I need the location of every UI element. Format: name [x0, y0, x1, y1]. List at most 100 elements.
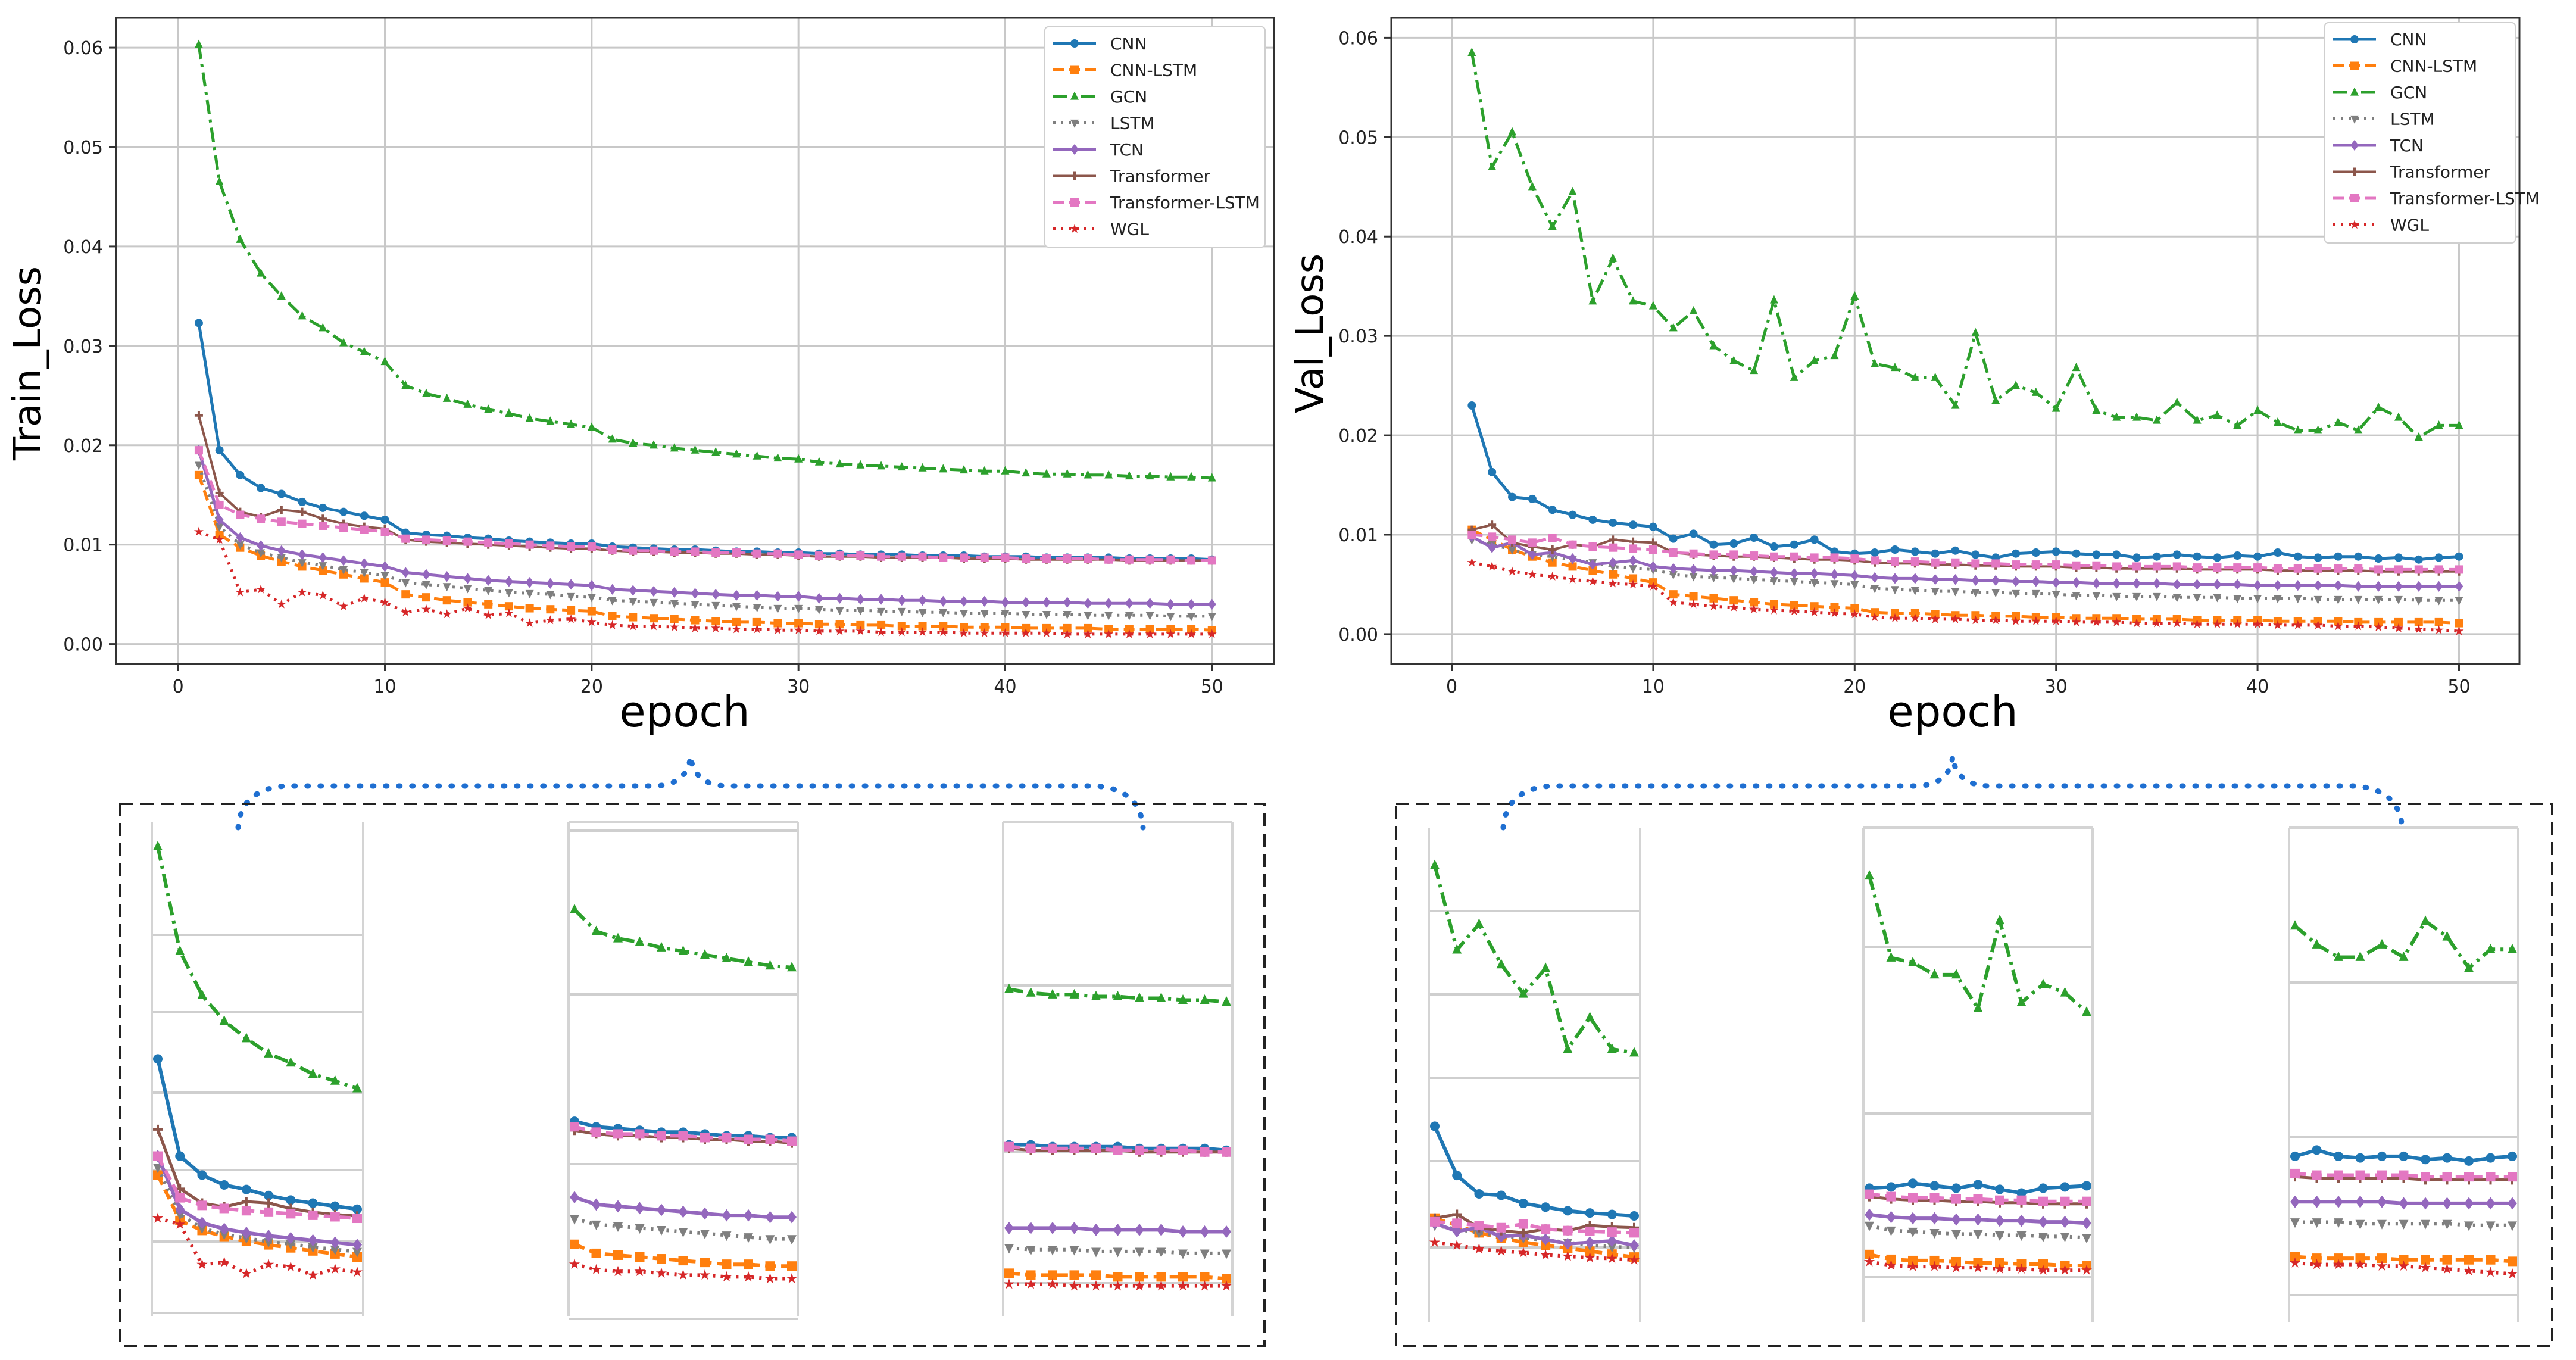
val-point-wgl — [1991, 615, 2001, 625]
train-point-gcn — [1084, 470, 1092, 479]
val-series-gcn — [1467, 48, 2463, 441]
zoom-line-tcn — [1434, 1221, 1635, 1247]
zoom-point-lstm — [2442, 1219, 2452, 1230]
train-point-cnn-lstm — [1166, 625, 1175, 634]
zoom-point-wgl — [2333, 1259, 2344, 1269]
train-point-lstm — [1207, 613, 1216, 622]
train-point-gcn — [794, 454, 803, 463]
zoom-point-transformer-lstm — [613, 1129, 623, 1139]
val-point-tcn — [2213, 579, 2222, 590]
zoom-series-wgl — [569, 1258, 798, 1284]
zoom-point-cnn — [1951, 1183, 1961, 1193]
val-point-lstm — [2152, 592, 2161, 601]
train-point-cnn-lstm — [980, 623, 989, 632]
zoom-point-lstm — [1135, 1247, 1144, 1258]
zoom-point-cnn-lstm — [787, 1261, 797, 1271]
zoom-point-tcn — [1563, 1237, 1573, 1250]
zoom-point-cnn-lstm — [2442, 1255, 2452, 1265]
train-point-wgl — [773, 625, 783, 634]
train-point-wgl — [917, 627, 928, 637]
train-point-gcn — [980, 466, 989, 475]
val-y-tick-label: 0.02 — [1338, 426, 1378, 447]
train-point-gcn — [236, 234, 245, 243]
train-point-wgl — [276, 599, 286, 609]
val-point-transformer — [1629, 537, 1638, 546]
zoom-point-tcn — [2016, 1214, 2027, 1227]
train-point-tcn — [360, 558, 369, 569]
zoom-point-wgl — [1429, 1236, 1441, 1247]
val-point-wgl — [2272, 620, 2283, 629]
val-point-wgl — [2413, 624, 2424, 634]
zoom-point-lstm — [2060, 1233, 2070, 1243]
train-point-cnn-lstm — [877, 620, 886, 629]
zoom-point-lstm — [352, 1247, 362, 1258]
val-point-tcn — [2233, 579, 2242, 590]
train-point-cnn-lstm — [442, 596, 451, 605]
zoom-point-cnn — [2016, 1188, 2027, 1198]
zoom-point-wgl — [2463, 1265, 2475, 1275]
zoom-point-cnn — [2399, 1151, 2409, 1161]
zoom-point-transformer-lstm — [1069, 1143, 1079, 1153]
train-point-gcn — [1042, 469, 1051, 478]
train-loss-series-lines — [193, 39, 1217, 638]
val-point-gcn — [2152, 415, 2161, 424]
zoom-point-lstm — [2486, 1221, 2496, 1231]
zoom-point-transformer-lstm — [657, 1131, 666, 1141]
zoom-point-wgl — [569, 1258, 580, 1269]
zoom-point-lstm — [765, 1235, 775, 1245]
train-point-lstm — [794, 604, 803, 613]
zoom-point-transformer-lstm — [2016, 1195, 2027, 1205]
train-legend-marker-cnn — [1070, 39, 1079, 48]
val-point-transformer-lstm — [2414, 565, 2423, 574]
train-line-wgl — [198, 530, 1212, 636]
train-point-cnn-lstm — [814, 620, 823, 629]
zoom-point-lstm — [1069, 1246, 1079, 1256]
train-legend-marker-transformer — [1070, 171, 1079, 180]
val-point-lstm — [2253, 595, 2262, 604]
train-point-transformer-lstm — [1145, 555, 1154, 564]
val-point-transformer-lstm — [1548, 534, 1557, 542]
zoom-line-transformer-lstm — [1869, 1192, 2087, 1203]
train-legend-box — [1044, 26, 1266, 248]
val-point-lstm — [2233, 595, 2242, 604]
zoom-point-wgl — [677, 1269, 689, 1280]
val-point-cnn-lstm — [1689, 592, 1698, 601]
zoom-point-lstm — [2421, 1219, 2430, 1230]
val-point-lstm — [2455, 597, 2463, 606]
zoom-point-wgl — [1177, 1280, 1189, 1291]
train-point-cnn-lstm — [421, 593, 430, 602]
train-point-lstm — [960, 610, 969, 619]
val-point-lstm — [1750, 576, 1759, 585]
train-point-tcn — [1125, 598, 1134, 609]
zoom-point-gcn — [1585, 1012, 1595, 1022]
val-point-lstm — [2394, 595, 2403, 604]
val-point-tcn — [2394, 581, 2403, 592]
val-point-cnn — [1729, 539, 1738, 548]
zoom-point-lstm — [787, 1235, 797, 1245]
val-point-tcn — [2414, 581, 2423, 592]
val-x-tick-label: 30 — [2045, 676, 2068, 697]
val-point-cnn — [2213, 553, 2222, 562]
zoom-point-gcn — [2442, 931, 2452, 941]
val-point-gcn — [2193, 415, 2202, 424]
train-point-transformer-lstm — [442, 536, 451, 545]
zoom-point-lstm — [308, 1243, 318, 1253]
val-point-cnn — [2233, 551, 2242, 560]
val-point-tcn — [1750, 566, 1759, 577]
zoom-point-wgl — [1473, 1243, 1485, 1254]
zoom-series-gcn — [1430, 859, 1639, 1057]
zoom-point-wgl — [263, 1259, 274, 1269]
val-point-tcn — [1991, 575, 2000, 586]
train-point-transformer — [277, 506, 286, 514]
zoom-point-lstm — [744, 1233, 753, 1243]
val-point-cnn-lstm — [2434, 617, 2443, 626]
train-point-cnn — [277, 489, 286, 498]
zoom-point-wgl — [1220, 1280, 1232, 1291]
train-y-tick-label: 0.02 — [63, 436, 103, 457]
val-point-cnn — [1931, 549, 1940, 558]
val-point-cnn — [1568, 510, 1577, 519]
zoom-point-cnn-lstm — [2377, 1253, 2387, 1264]
zoom-point-transformer-lstm — [175, 1193, 185, 1203]
train-point-cnn-lstm — [360, 574, 369, 583]
train-point-transformer-lstm — [629, 546, 638, 555]
